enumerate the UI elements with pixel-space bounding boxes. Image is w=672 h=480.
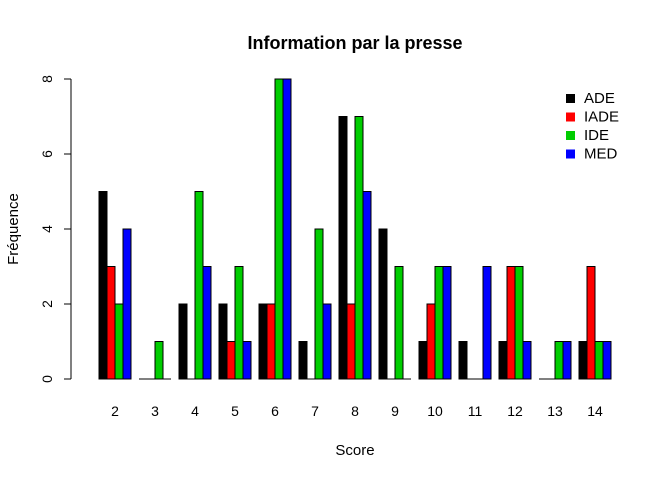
bar-ide (194, 191, 204, 380)
legend-label-iade: IADE (584, 109, 619, 126)
bar-ade (298, 341, 308, 380)
bar-med (442, 266, 452, 380)
bar-ade (178, 303, 188, 380)
x-axis-label: Score (335, 442, 374, 459)
bar-ade (338, 116, 348, 380)
bar-ade (378, 228, 388, 380)
y-tick-label: 6 (39, 150, 55, 158)
x-tick-labels: 2 3 4 5 6 7 8 9 10 11 12 13 14 (111, 403, 603, 419)
bar-iade (586, 266, 596, 380)
y-tick-label: 0 (39, 375, 55, 383)
y-tick-label: 2 (39, 300, 55, 308)
x-tick-label: 12 (507, 403, 523, 419)
bar-med (522, 341, 532, 380)
legend-label-ade: ADE (584, 90, 615, 107)
bar-iade (506, 266, 516, 380)
x-tick-label: 13 (547, 403, 563, 419)
x-tick-label: 5 (231, 403, 239, 419)
legend-swatch-ide (566, 131, 575, 140)
legend-swatch-iade (566, 112, 575, 122)
bar-iade (226, 341, 236, 380)
bar-med (482, 266, 492, 380)
legend-swatch-ade (566, 94, 575, 103)
bars-group (98, 78, 612, 380)
bar-ade (258, 303, 268, 380)
bar-ide (594, 341, 604, 380)
bar-med (282, 78, 292, 380)
bar-ade (578, 341, 588, 380)
bar-med (202, 266, 212, 380)
bar-med (242, 341, 252, 380)
bar-med (122, 228, 132, 380)
x-tick-label: 2 (111, 403, 119, 419)
x-tick-label: 10 (427, 403, 443, 419)
bar-ide (554, 341, 564, 380)
bar-ide (394, 266, 404, 380)
x-tick-label: 8 (351, 403, 359, 419)
y-tick-label: 4 (39, 225, 55, 233)
bar-iade (266, 303, 276, 380)
bar-ade (458, 341, 468, 380)
bar-med (322, 303, 332, 380)
bar-iade (346, 303, 356, 380)
x-tick-label: 6 (271, 403, 279, 419)
bar-ide (354, 116, 364, 380)
legend-swatch-med (566, 149, 575, 159)
bar-ade (498, 341, 508, 380)
x-tick-label: 3 (151, 403, 159, 419)
x-tick-label: 11 (468, 403, 483, 419)
bar-med (362, 191, 372, 380)
legend-label-med: MED (584, 146, 618, 163)
bar-med (602, 341, 612, 380)
bar-ide (314, 228, 324, 380)
bar-iade (426, 303, 436, 380)
chart-title: Information par la presse (247, 33, 462, 53)
bar-ide (154, 341, 164, 380)
y-tick-label: 8 (39, 75, 55, 83)
bar-ade (98, 191, 108, 380)
y-axis-label: Fréquence (5, 193, 22, 265)
bar-ide (114, 303, 124, 380)
bar-ide (514, 266, 524, 380)
x-tick-label: 9 (391, 403, 399, 419)
bar-iade (106, 266, 116, 380)
bar-ade (218, 303, 228, 380)
bar-med (562, 341, 572, 380)
x-tick-label: 4 (191, 403, 199, 419)
bar-ide (434, 266, 444, 380)
bar-ade (418, 341, 428, 380)
x-tick-label: 14 (587, 403, 603, 419)
bar-ide (234, 266, 244, 380)
legend-label-ide: IDE (584, 127, 609, 144)
bar-ide (274, 78, 284, 380)
y-axis: 0 2 4 6 8 (39, 75, 72, 383)
x-tick-label: 7 (311, 403, 319, 419)
